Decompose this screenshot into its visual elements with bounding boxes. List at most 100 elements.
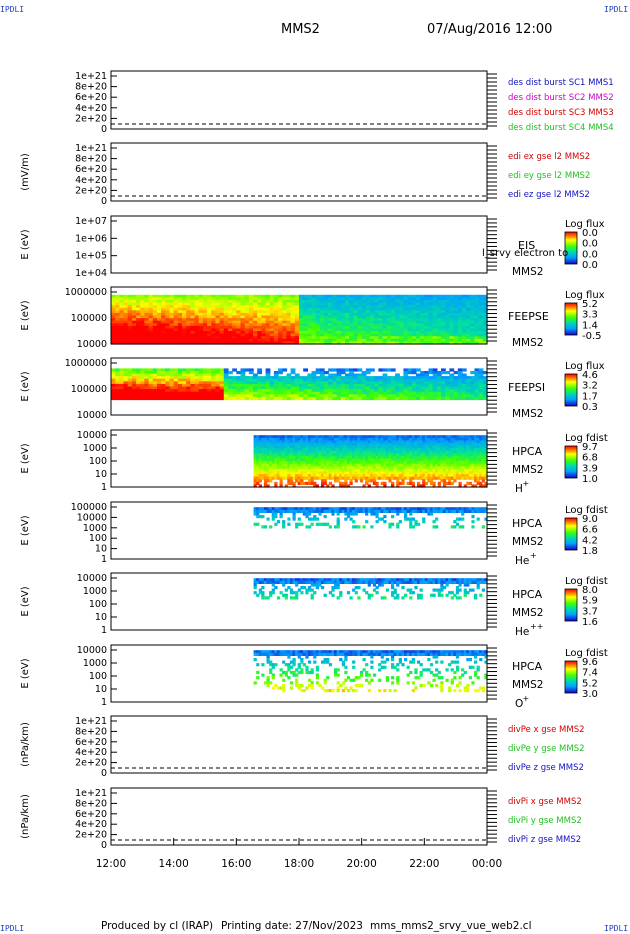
heatmap-cell (436, 300, 442, 304)
heatmap-cell (390, 338, 396, 342)
heatmap-cell (442, 463, 447, 467)
heatmap-cell (391, 463, 395, 467)
heatmap-cell (307, 312, 313, 317)
heatmap-cell (198, 376, 204, 380)
heatmap-cell (411, 525, 415, 529)
heatmap-cell (424, 376, 430, 380)
heatmap-cell (396, 468, 400, 473)
heatmap-cell (194, 373, 200, 377)
heatmap-cell (266, 517, 270, 521)
heatmap-cell (455, 437, 460, 441)
heatmap-cell (186, 336, 191, 340)
heatmap-cell (409, 461, 413, 465)
heatmap-cell (375, 481, 379, 485)
heatmap-cell (450, 458, 454, 462)
heatmap-cell (398, 435, 402, 439)
heatmap-cell (182, 338, 187, 342)
heatmap-cell (307, 381, 313, 385)
heatmap-cell (354, 450, 358, 454)
heatmap-cell (248, 376, 254, 380)
heatmap-cell (386, 381, 392, 385)
heatmap-cell (367, 435, 371, 439)
heatmap-cell (441, 386, 446, 390)
heatmap-cell (136, 325, 141, 330)
overlay-label: l_srvy electron to (482, 248, 568, 259)
heatmap-cell (244, 305, 250, 309)
heatmap-cell (186, 302, 191, 306)
heatmap-cell (390, 331, 396, 335)
heatmap-cell (303, 294, 308, 298)
heatmap-cell (403, 371, 409, 375)
heatmap-cell (328, 305, 333, 309)
heatmap-cell (396, 507, 400, 511)
heatmap-cell (310, 479, 314, 483)
heatmap-cell (420, 331, 425, 335)
heatmap-cell (478, 368, 484, 372)
heatmap-cell (261, 468, 265, 473)
heatmap-cell (365, 391, 371, 395)
heatmap-cell (302, 481, 306, 485)
heatmap-cell (261, 586, 265, 590)
heatmap-cell (453, 338, 459, 342)
heatmap-cell (274, 458, 278, 462)
heatmap-cell (324, 336, 329, 340)
heatmap-cell (215, 310, 221, 314)
heatmap-cell (261, 507, 265, 511)
heatmap-cell (240, 300, 246, 304)
heatmap-cell (352, 458, 356, 462)
heatmap-cell (223, 294, 229, 298)
heatmap-cell (359, 474, 364, 478)
heatmap-cell (302, 448, 306, 452)
heatmap-cell (211, 386, 217, 390)
heatmap-cell (169, 305, 175, 309)
heatmap-cell (190, 373, 196, 377)
heatmap-cell (271, 453, 275, 457)
heatmap-cell (474, 333, 480, 337)
heatmap-cell (198, 307, 204, 311)
heatmap-cell (416, 368, 421, 372)
heatmap-cell (388, 453, 392, 457)
heatmap-cell (152, 396, 158, 401)
heatmap-cell (393, 445, 397, 449)
heatmap-cell (248, 315, 254, 319)
heatmap-cell (427, 453, 431, 457)
heatmap-cell (378, 476, 382, 480)
heatmap-cell (253, 458, 257, 462)
y-tick-label: 1e+21 (75, 143, 107, 154)
heatmap-cell (445, 310, 450, 314)
heatmap-cell (450, 474, 454, 478)
heatmap-cell (432, 394, 438, 398)
heatmap-cell (324, 312, 329, 317)
heatmap-cell (236, 328, 242, 332)
heatmap-cell (435, 517, 439, 521)
heatmap-cell (386, 394, 392, 398)
heatmap-cell (448, 507, 452, 511)
heatmap-cell (257, 300, 262, 304)
heatmap-cell (271, 437, 275, 441)
heatmap-cell (461, 461, 465, 465)
heatmap-cell (346, 515, 351, 519)
heatmap-cell (321, 461, 325, 465)
heatmap-cell (244, 368, 250, 372)
heatmap-cell (331, 474, 335, 478)
heatmap-cell (282, 386, 288, 390)
heatmap-cell (362, 458, 366, 462)
heatmap-cell (367, 484, 371, 488)
heatmap-cell (253, 583, 257, 587)
y-tick-label: 1 (101, 625, 107, 636)
heatmap-cell (253, 461, 257, 465)
heatmap-cell (362, 466, 366, 470)
heatmap-cell (461, 341, 467, 345)
heatmap-cell (240, 294, 246, 298)
heatmap-cell (461, 466, 465, 470)
heatmap-cell (340, 368, 346, 372)
heatmap-cell (479, 507, 483, 511)
heatmap-cell (294, 312, 300, 317)
heatmap-cell (182, 331, 187, 335)
heatmap-cell (286, 341, 292, 345)
heatmap-cell (440, 443, 444, 447)
heatmap-cell (445, 371, 450, 375)
heatmap-cell (424, 386, 430, 390)
heatmap-cell (406, 509, 410, 513)
heatmap-cell (169, 381, 175, 385)
